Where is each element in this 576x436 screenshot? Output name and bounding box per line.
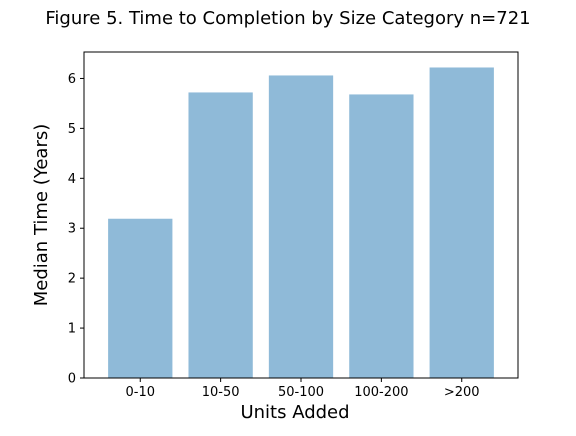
y-tick-label-5: 5 — [68, 122, 76, 137]
bar-4 — [429, 67, 494, 378]
x-tick-label-0: 0-10 — [126, 385, 156, 400]
x-axis: 0-10 10-50 50-100 100-200 >200 — [126, 378, 480, 400]
bar-3 — [349, 94, 414, 379]
y-tick-label-4: 4 — [68, 172, 76, 187]
y-axis-label: Median Time (Years) — [31, 124, 52, 307]
x-axis-label: Units Added — [240, 402, 349, 423]
bars-group — [108, 67, 494, 379]
y-tick-label-2: 2 — [68, 272, 76, 287]
y-tick-label-3: 3 — [68, 222, 76, 237]
y-tick-label-6: 6 — [68, 72, 76, 87]
y-tick-label-0: 0 — [68, 372, 76, 387]
x-tick-label-2: 50-100 — [278, 385, 324, 400]
chart-title: Figure 5. Time to Completion by Size Cat… — [45, 8, 530, 29]
x-tick-label-3: 100-200 — [354, 385, 408, 400]
y-axis: 0 1 2 3 4 5 6 — [68, 72, 84, 387]
bar-1 — [188, 92, 253, 378]
bar-0 — [108, 218, 173, 378]
x-tick-label-4: >200 — [444, 385, 480, 400]
y-tick-label-1: 1 — [68, 322, 76, 337]
x-tick-label-1: 10-50 — [202, 385, 240, 400]
bar-2 — [268, 75, 334, 379]
